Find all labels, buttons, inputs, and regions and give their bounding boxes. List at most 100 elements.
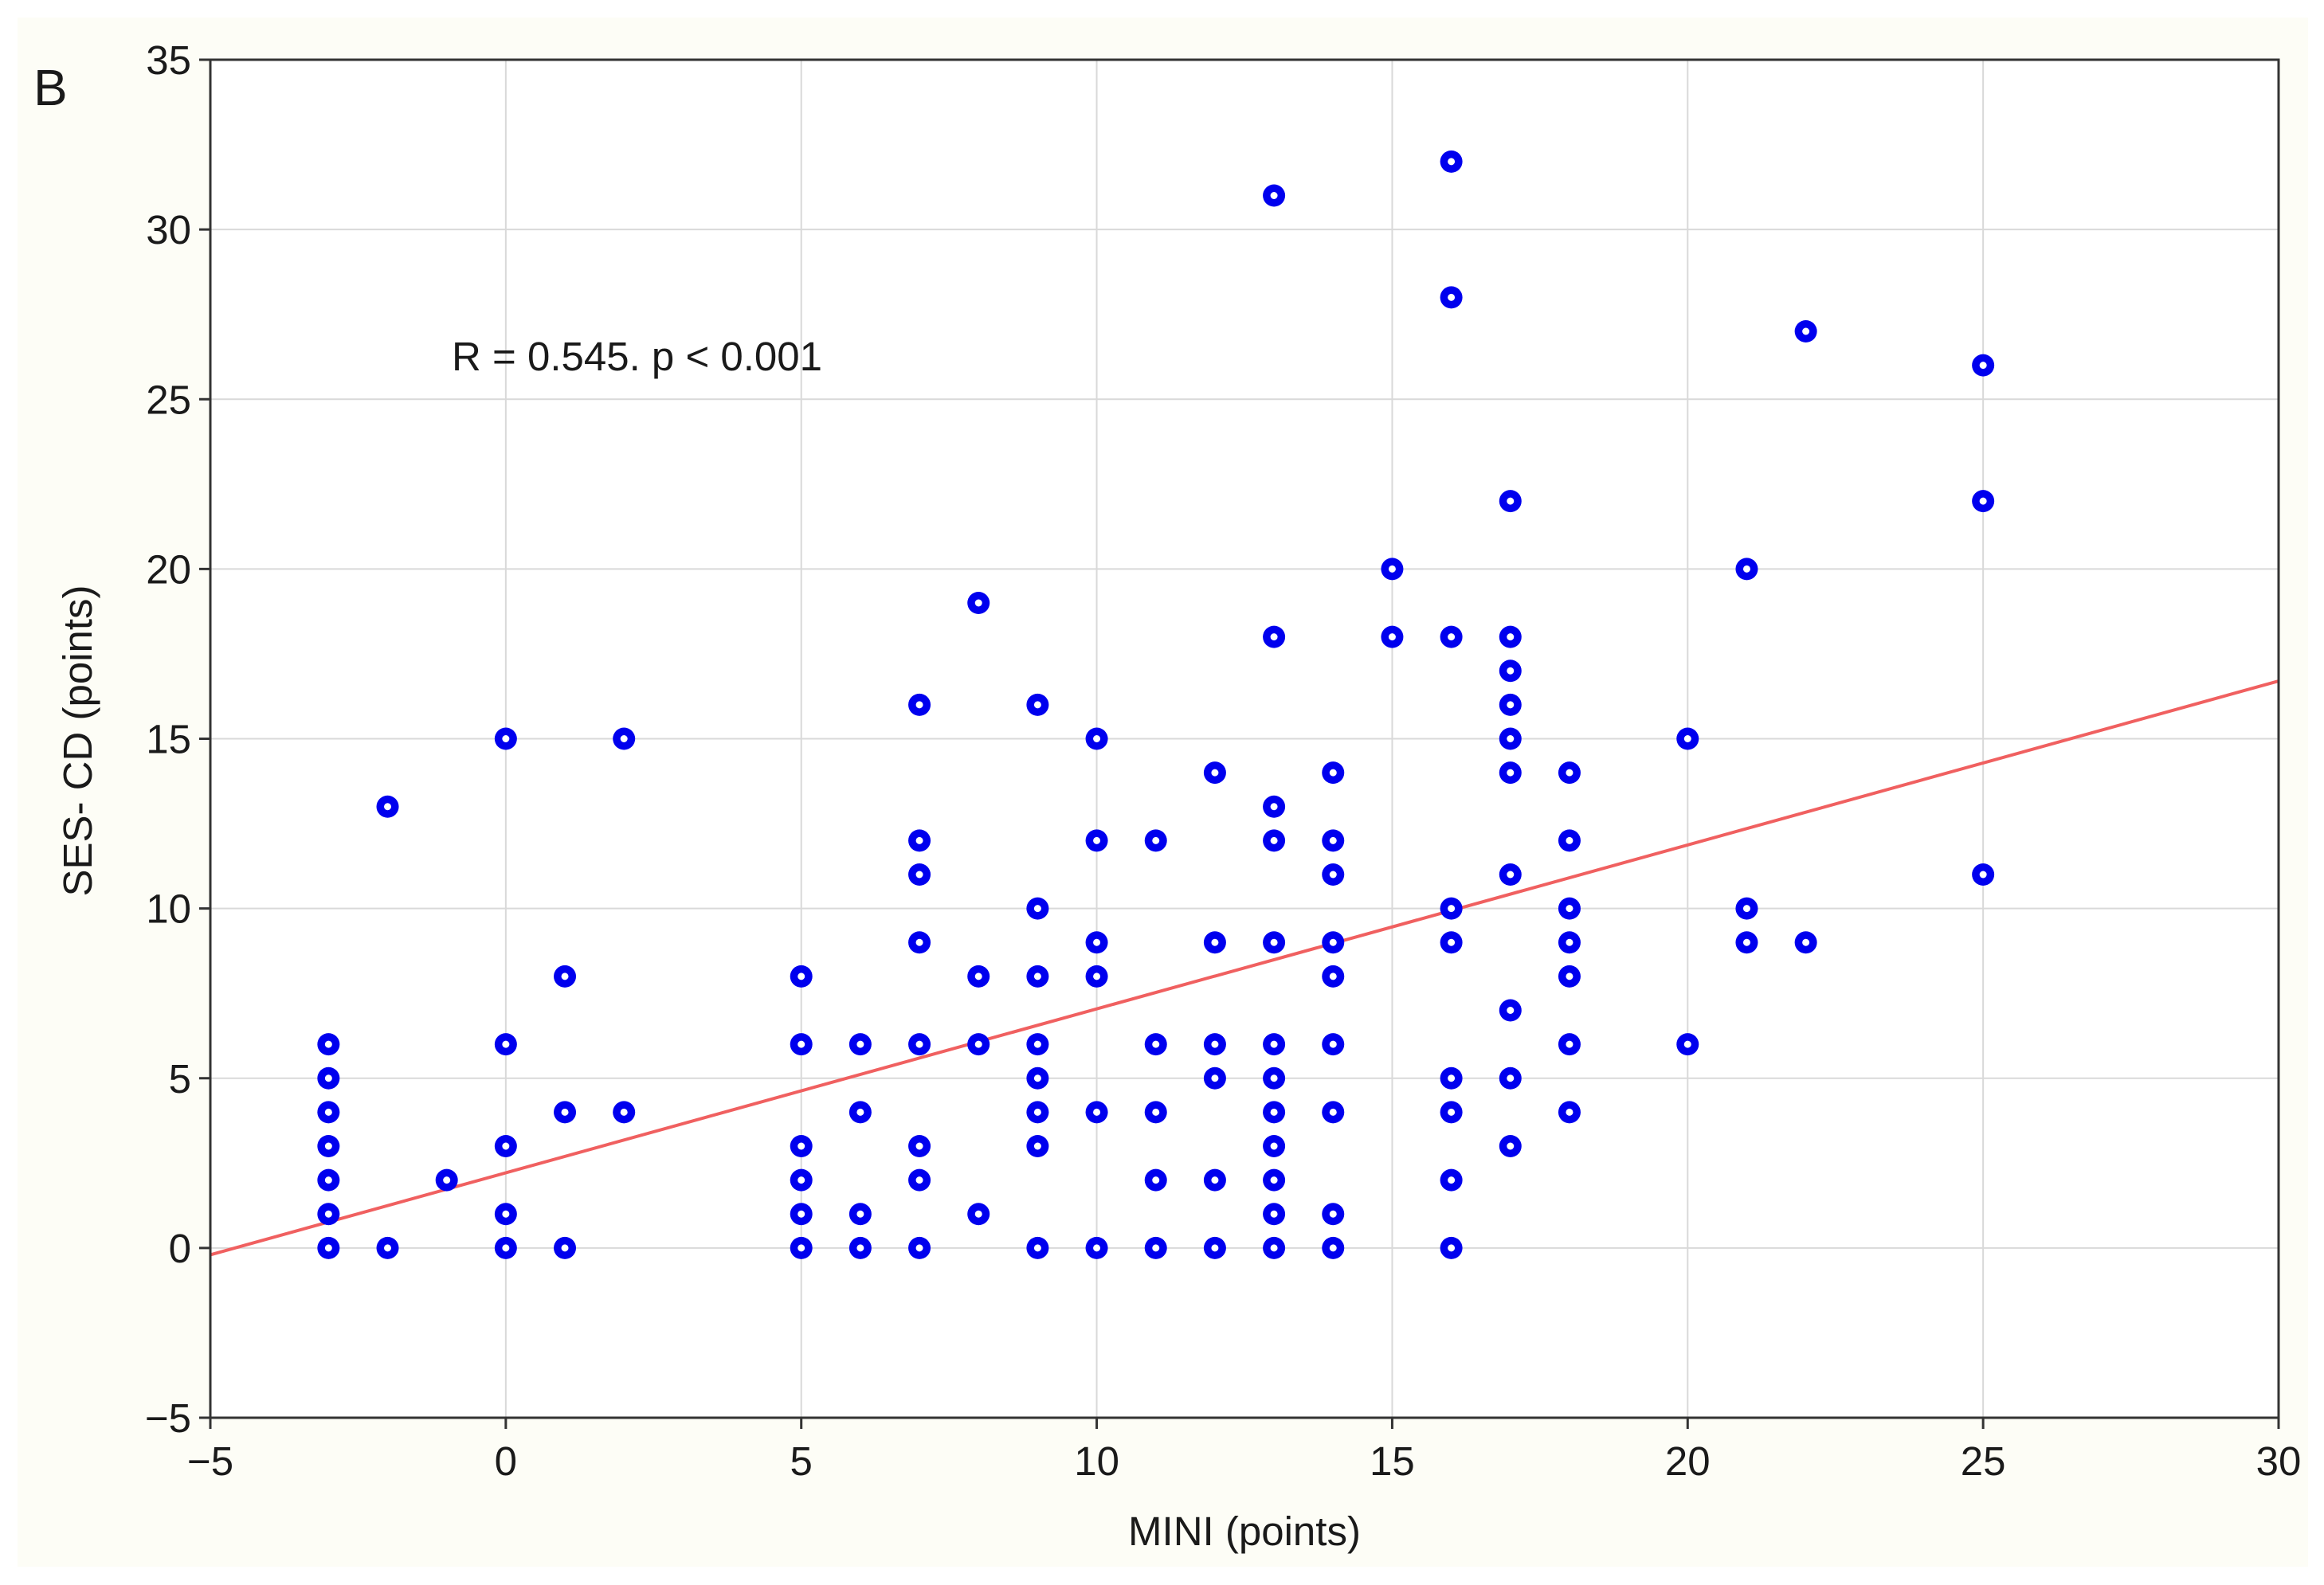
data-point	[1203, 1033, 1226, 1056]
data-point	[1499, 761, 1522, 785]
y-tick-label: −5	[145, 1395, 191, 1441]
data-point	[1440, 1236, 1463, 1259]
data-point	[1558, 965, 1581, 988]
x-tick-label: 30	[2256, 1438, 2302, 1484]
data-point	[1440, 286, 1463, 309]
data-point	[1322, 1203, 1345, 1226]
panel-label: B	[33, 59, 68, 116]
data-point	[1263, 625, 1286, 648]
data-point	[376, 1236, 399, 1259]
data-point	[1144, 1101, 1167, 1124]
data-point	[1026, 965, 1049, 988]
data-point	[1440, 1168, 1463, 1192]
data-point	[1499, 490, 1522, 513]
data-point	[1085, 1101, 1108, 1124]
data-point	[554, 965, 577, 988]
data-point	[1322, 965, 1345, 988]
x-tick-label: 10	[1074, 1438, 1119, 1484]
data-point	[1263, 1168, 1286, 1192]
data-point	[1735, 897, 1758, 920]
data-point	[317, 1135, 340, 1157]
regression-line	[210, 679, 2279, 1257]
data-point	[1026, 1236, 1049, 1259]
x-tick-label: 25	[1961, 1438, 2006, 1484]
data-point	[1322, 1236, 1345, 1259]
data-point	[1026, 1066, 1049, 1090]
data-point	[1026, 1101, 1049, 1124]
data-point	[1085, 829, 1108, 852]
data-point	[967, 1033, 990, 1056]
data-point	[317, 1236, 340, 1259]
data-point	[908, 1236, 931, 1259]
data-point	[1203, 1236, 1226, 1259]
data-point	[1263, 1101, 1286, 1124]
data-point	[790, 1236, 813, 1259]
data-point	[317, 1203, 340, 1226]
data-point	[1144, 1236, 1167, 1259]
y-tick-label: 25	[146, 377, 191, 422]
plot-frame	[209, 58, 2280, 1419]
data-point	[1322, 931, 1345, 954]
y-tick-label: 35	[146, 37, 191, 83]
data-point	[1381, 558, 1404, 581]
x-axis-label: MINI (points)	[1128, 1509, 1361, 1554]
data-point	[1263, 795, 1286, 818]
data-point	[1263, 931, 1286, 954]
x-tick-label: 15	[1370, 1438, 1415, 1484]
data-point	[613, 727, 636, 750]
data-point	[1026, 1033, 1049, 1056]
data-point	[1263, 1033, 1286, 1056]
data-point	[1499, 659, 1522, 683]
data-point	[1322, 1101, 1345, 1124]
y-tick-label: 0	[169, 1226, 191, 1271]
data-point	[494, 727, 517, 750]
data-point	[1263, 184, 1286, 207]
y-tick-label: 30	[146, 207, 191, 252]
data-point	[967, 1203, 990, 1226]
data-point	[1440, 1101, 1463, 1124]
data-point	[1381, 625, 1404, 648]
correlation-annotation: R = 0.545. p < 0.001	[452, 334, 822, 379]
data-point	[908, 863, 931, 886]
data-point	[790, 965, 813, 988]
data-point	[848, 1203, 872, 1226]
data-point	[1735, 558, 1758, 581]
data-point	[1558, 829, 1581, 852]
data-point	[1440, 897, 1463, 920]
data-point	[790, 1033, 813, 1056]
regression-line-layer	[210, 679, 2279, 1257]
data-point	[1558, 1033, 1581, 1056]
data-point	[1085, 1236, 1108, 1259]
data-point	[494, 1033, 517, 1056]
x-tick-label: 20	[1665, 1438, 1711, 1484]
data-point	[1263, 1203, 1286, 1226]
data-point	[908, 1135, 931, 1157]
data-point	[317, 1101, 340, 1124]
data-point	[494, 1236, 517, 1259]
data-point	[848, 1033, 872, 1056]
data-point	[1558, 931, 1581, 954]
data-point	[1144, 1168, 1167, 1192]
data-point	[908, 693, 931, 716]
data-point	[1144, 829, 1167, 852]
data-point	[908, 931, 931, 954]
data-point	[494, 1203, 517, 1226]
data-point	[1972, 863, 1995, 886]
data-point	[1558, 1101, 1581, 1124]
data-point	[613, 1101, 636, 1124]
y-tick-label: 20	[146, 546, 191, 592]
data-point	[1203, 761, 1226, 785]
data-point	[435, 1168, 458, 1192]
data-point	[1440, 931, 1463, 954]
data-point	[1499, 693, 1522, 716]
data-point	[376, 795, 399, 818]
data-point	[1203, 931, 1226, 954]
data-point	[1263, 1135, 1286, 1157]
data-point	[1026, 897, 1049, 920]
data-point	[967, 965, 990, 988]
data-point	[1026, 693, 1049, 716]
data-point	[790, 1135, 813, 1157]
data-point	[1499, 727, 1522, 750]
data-point	[1794, 931, 1817, 954]
data-point	[1676, 1033, 1699, 1056]
